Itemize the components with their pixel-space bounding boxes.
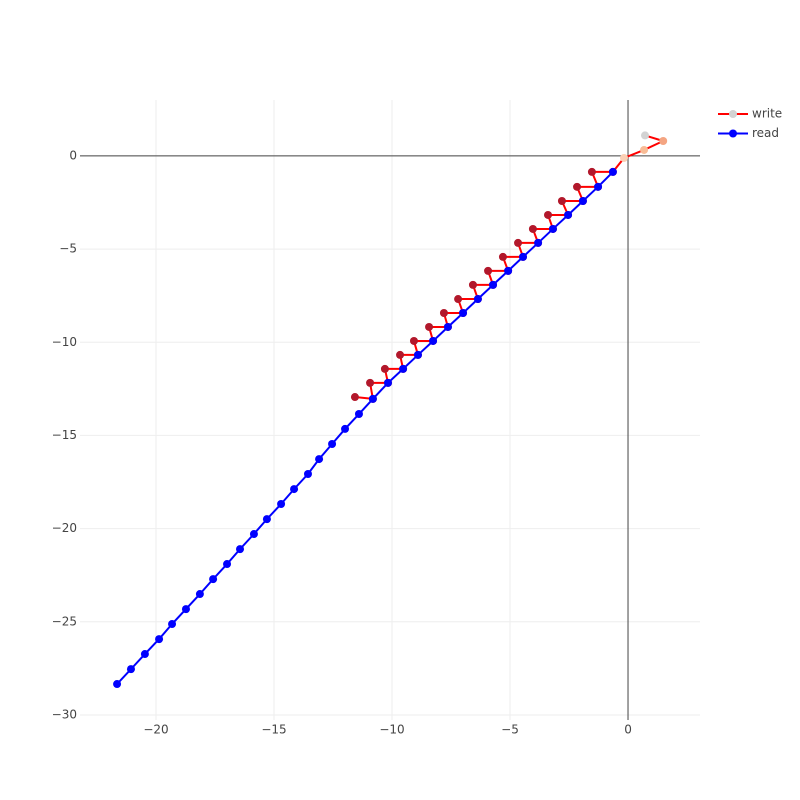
point xyxy=(399,364,408,373)
point xyxy=(303,470,312,479)
point xyxy=(290,485,299,494)
point xyxy=(140,650,149,659)
point xyxy=(126,665,135,674)
point xyxy=(594,182,603,191)
point xyxy=(528,224,537,233)
x-tick-label: −15 xyxy=(261,723,286,737)
y-tick-label: 0 xyxy=(69,148,77,162)
point xyxy=(409,336,418,345)
point xyxy=(396,350,405,359)
point xyxy=(518,252,527,261)
point xyxy=(113,680,122,689)
point xyxy=(640,145,649,154)
legend-label: read xyxy=(752,126,779,140)
point xyxy=(641,131,650,140)
point xyxy=(277,500,286,509)
point xyxy=(429,336,438,345)
point xyxy=(659,136,668,145)
point xyxy=(368,394,377,403)
point xyxy=(454,295,463,304)
point xyxy=(249,530,258,539)
x-tick-label: −20 xyxy=(143,723,168,737)
point xyxy=(380,364,389,373)
point xyxy=(587,167,596,176)
point xyxy=(504,266,513,275)
point xyxy=(468,280,477,289)
legend-marker xyxy=(729,110,737,118)
point xyxy=(443,322,452,331)
y-tick-label: −10 xyxy=(52,335,77,349)
y-tick-label: −20 xyxy=(52,521,77,535)
x-tick-label: 0 xyxy=(624,723,632,737)
y-tick-label: −5 xyxy=(59,242,77,256)
x-tick-label: −5 xyxy=(501,723,519,737)
legend-label: write xyxy=(752,107,782,121)
point xyxy=(181,605,190,614)
point xyxy=(366,378,375,387)
point xyxy=(557,197,566,206)
point xyxy=(413,350,422,359)
y-tick-label: −30 xyxy=(52,707,77,721)
point xyxy=(534,238,543,247)
point xyxy=(328,440,337,449)
x-tick-label: −10 xyxy=(379,723,404,737)
point xyxy=(514,238,523,247)
point xyxy=(223,560,232,569)
point xyxy=(439,309,448,318)
point xyxy=(484,266,493,275)
y-tick-label: −15 xyxy=(52,428,77,442)
point xyxy=(544,210,553,219)
legend-marker xyxy=(729,129,737,138)
point xyxy=(354,410,363,419)
point xyxy=(168,620,177,629)
point xyxy=(578,197,587,206)
point xyxy=(425,322,434,331)
point xyxy=(548,224,557,233)
point xyxy=(564,210,573,219)
point xyxy=(236,545,245,554)
point xyxy=(498,252,507,261)
point xyxy=(262,515,271,524)
point xyxy=(620,153,629,162)
point xyxy=(383,378,392,387)
point xyxy=(608,167,617,176)
point xyxy=(341,424,350,433)
point xyxy=(315,455,324,464)
point xyxy=(195,590,204,599)
point xyxy=(573,182,582,191)
y-tick-label: −25 xyxy=(52,614,77,628)
point xyxy=(473,295,482,304)
point xyxy=(209,575,218,584)
point xyxy=(459,309,468,318)
point xyxy=(155,635,164,644)
point xyxy=(489,280,498,289)
point xyxy=(350,393,359,402)
